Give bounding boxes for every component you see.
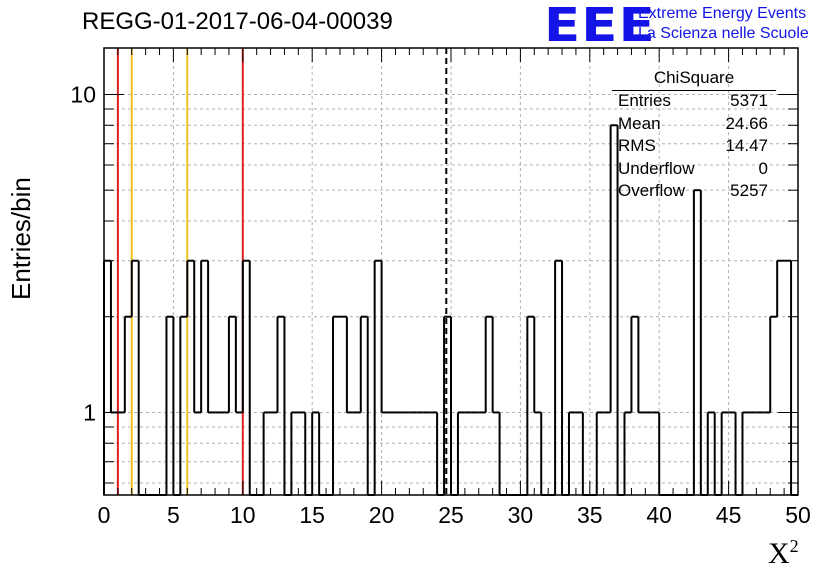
histogram-bin [373,259,382,495]
histogram-bin [179,315,188,495]
stats-value: 5371 [730,91,768,110]
x-tick-label: 30 [508,502,534,528]
histogram-bin [248,260,257,496]
histogram-bin [609,124,618,413]
histogram-bin [130,259,139,317]
grid-layer [104,48,798,495]
histogram-bin [637,316,646,414]
histogram-bin [491,316,500,414]
x-tick-label: 20 [369,502,395,528]
x-tick-label: 15 [299,502,325,528]
histogram-bin [561,260,569,496]
histogram-bin [262,411,271,495]
logo-text-line1: Extreme Energy Events [638,5,807,22]
histogram-bin [769,315,778,413]
histogram-bin [526,315,535,495]
histogram-bin [283,316,292,496]
x-tick-label: 45 [716,502,742,528]
histogram-bin [630,315,639,413]
histogram-bin [720,411,729,495]
stats-value: 5257 [730,181,768,200]
histogram-bin [186,259,195,317]
x-tick-label: 5 [167,502,180,528]
histogram-bin [554,259,563,495]
histogram-bin [200,259,209,413]
chart-title: REGG-01-2017-06-04-00039 [82,8,393,35]
histogram-bin [207,260,216,414]
y-axis-label: Entries/bin [6,177,36,300]
stats-title-rule [612,90,776,91]
histogram-bin [103,259,111,495]
histogram-bin [227,315,236,413]
stats-value: 0 [758,158,768,178]
y-tick-label: 1 [83,399,96,425]
eee-logo: EEE [544,0,656,52]
x-tick-label: 40 [646,502,672,528]
stats-label: Overflow [618,181,686,200]
histogram-bin [706,411,715,495]
histogram-bin [290,411,299,495]
histogram-bin [172,316,181,496]
x-axis-label-symbol: X [768,537,790,570]
histogram-bin [366,316,375,496]
stats-row-entries: Entries 5371 [612,90,776,113]
histogram-bin [623,411,632,495]
histogram-bin [332,315,340,495]
axis-ticks [103,48,799,495]
histogram-bin [484,315,493,413]
stats-row-overflow: Overflow 5257 [612,180,776,203]
histogram-bin [359,315,368,413]
stats-label: Underflow [618,158,695,178]
histogram-bin [443,315,451,495]
histogram-bin [137,260,146,496]
stats-title: ChiSquare [653,68,735,87]
histogram-bin [109,260,118,414]
stats-label: Entries [618,91,671,110]
histogram-bin [533,316,542,414]
histogram-bin [345,316,354,414]
x-axis-label-exponent: 2 [789,536,799,556]
histogram-bin [456,411,465,495]
stats-label: RMS [618,136,656,155]
tick-labels: 0 5 10 15 20 25 30 35 40 45 50 1 10 [70,81,810,528]
histogram-bin [165,315,174,495]
stats-value: 24.66 [725,113,768,133]
x-tick-label: 10 [230,502,256,528]
histogram-bin [699,190,708,496]
stats-box: ChiSquare Entries 5371 Mean 24.66 RMS 14.47… [612,66,776,203]
stats-row-mean: Mean 24.66 [612,113,776,136]
histogram-bin [241,259,250,413]
histogram-bin [776,259,785,317]
histogram-bin [380,260,389,414]
logo-text-line2: La Scienza nelle Scuole [638,25,809,42]
histogram-bin [692,189,701,495]
stats-row-underflow: Underflow 0 [612,158,776,181]
x-tick-label: 35 [577,502,603,528]
stats-value: 14.47 [725,136,768,155]
y-tick-label: 10 [70,81,96,107]
histogram-bin [276,315,285,413]
x-tick-label: 50 [785,502,811,528]
histogram-bin [450,316,458,496]
histogram-bin [234,316,243,414]
histogram-bin [595,411,604,495]
histogram-bin [741,411,750,495]
stats-label: Mean [618,113,661,133]
x-tick-label: 25 [438,502,464,528]
histogram-bin [790,260,798,496]
histogram-bin [123,315,132,413]
histogram-bin [193,260,202,414]
x-tick-label: 0 [98,502,111,528]
stats-row-rms: RMS 14.47 [612,135,776,158]
x-axis-label: X2 [768,536,799,571]
histogram-bin [567,411,576,495]
